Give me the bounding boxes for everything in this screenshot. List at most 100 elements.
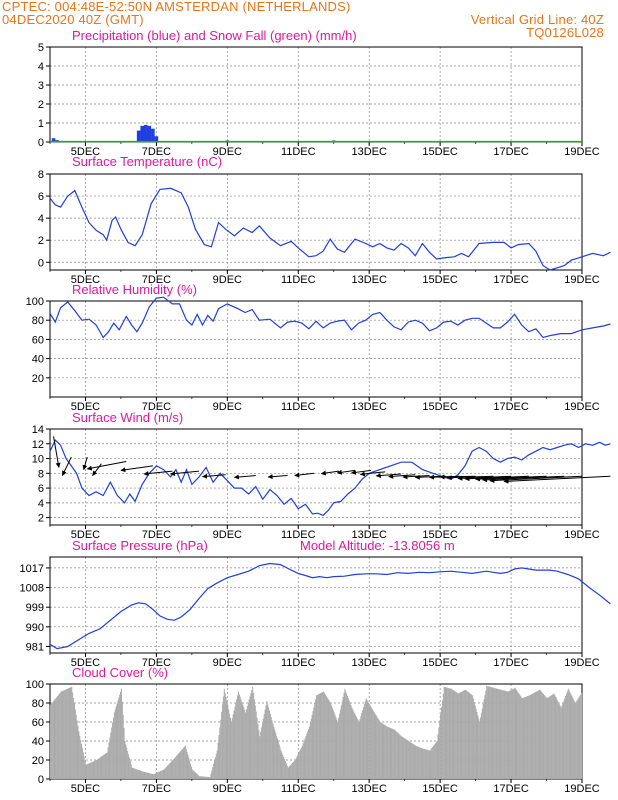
model-altitude: Model Altitude: -13.8056 m <box>300 538 455 553</box>
y-tick-label: 4 <box>38 61 44 73</box>
cloud-cover-bar <box>495 688 497 779</box>
cloud-cover-bar <box>407 740 409 779</box>
x-tick-label: 9DEC <box>213 783 242 795</box>
cloud-cover-bar <box>526 696 528 779</box>
cloud-cover-bar <box>203 776 205 779</box>
cloud-cover-bar <box>159 771 161 779</box>
cloud-cover-bar <box>367 701 369 779</box>
cloud-cover-bar <box>498 689 500 779</box>
cloud-cover-bar <box>519 694 521 779</box>
x-tick-label: 9DEC <box>213 401 242 413</box>
cloud-cover-bar <box>252 686 254 779</box>
cloud-cover-bar <box>476 712 478 779</box>
cloud-cover-bar <box>214 757 216 779</box>
cloud-cover-bar <box>323 691 325 779</box>
cloud-cover-bar <box>169 762 171 779</box>
precip-bar <box>154 136 159 142</box>
cloud-cover-bar <box>397 732 399 779</box>
cloud-cover-bar <box>339 713 341 779</box>
y-tick-label: 2 <box>38 99 44 111</box>
cloud-cover-bar <box>146 772 148 779</box>
cloud-cover-bar <box>481 708 483 779</box>
cloud-cover-bar <box>495 688 497 779</box>
cloud-cover-bar <box>557 700 559 779</box>
cloud-cover-bar <box>469 693 471 779</box>
wind-vector-arrow <box>86 461 127 471</box>
cloud-cover-bar <box>109 737 111 779</box>
cloud-cover-bar <box>478 718 480 779</box>
cloud-cover-bar <box>177 753 179 779</box>
cloud-cover-bar <box>249 696 251 779</box>
cloud-cover-bar <box>468 692 470 779</box>
x-tick-label: 11DEC <box>281 274 316 286</box>
cloud-cover-bar <box>491 687 493 779</box>
cloud-cover-bar <box>269 713 271 779</box>
cloud-cover-bar <box>53 700 55 779</box>
cloud-cover-bar <box>418 747 420 779</box>
cloud-cover-bar <box>428 750 430 779</box>
cloud-cover-bar <box>84 760 86 779</box>
plot-frame <box>49 428 583 526</box>
cloud-cover-bar <box>89 762 91 779</box>
x-tick-label: 5DEC <box>71 146 100 158</box>
y-tick-label: 12 <box>32 439 44 451</box>
cloud-cover-bar <box>568 690 570 779</box>
cloud-cover-bar <box>214 760 216 779</box>
cloud-cover-bar <box>339 709 341 779</box>
cloud-cover-bar <box>141 771 143 779</box>
cloud-cover-bar <box>555 697 557 779</box>
cloud-cover-bar <box>439 720 441 779</box>
cloud-cover-bar <box>136 769 138 779</box>
cloud-cover-bar <box>74 709 76 779</box>
cloud-cover-bar <box>99 757 101 779</box>
cloud-cover-bar <box>122 714 124 779</box>
cloud-cover-bar <box>354 713 356 779</box>
x-tick-label: 19DEC <box>564 783 600 795</box>
cloud-cover-bar <box>510 690 512 779</box>
x-tick-label: 13DEC <box>351 401 387 413</box>
cloud-cover-bar <box>496 688 498 779</box>
y-tick-label: 10 <box>32 454 44 466</box>
cloud-cover-bar <box>242 704 244 779</box>
cloud-cover-bar <box>326 697 328 779</box>
cloud-cover-bar <box>174 758 176 779</box>
cloud-cover-bar <box>52 701 54 779</box>
x-tick-label: 15DEC <box>422 146 458 158</box>
cloud-cover-bar <box>329 701 331 779</box>
cloud-cover-bar <box>404 738 406 779</box>
cloud-cover-bar <box>386 726 388 779</box>
cloud-cover-bar <box>551 694 553 779</box>
cloud-cover-bar <box>120 691 122 779</box>
cloud-cover-bar <box>239 696 241 779</box>
header-run-date: 04DEC2020 40Z (GMT) <box>2 12 144 27</box>
cloud-cover-bar <box>376 716 378 779</box>
cloud-cover-bar <box>204 776 206 779</box>
plot-frame <box>49 46 583 143</box>
y-tick-label: 80 <box>32 698 44 710</box>
cloud-cover-bar <box>111 727 113 779</box>
cloud-cover-bar <box>65 689 67 779</box>
series-line <box>49 439 611 517</box>
wind-vector-arrow <box>61 456 72 476</box>
x-tick-label: 11DEC <box>281 657 316 669</box>
cloud-cover-bar <box>316 695 317 779</box>
cloud-cover-bar <box>90 762 92 779</box>
cloud-cover-bar <box>359 719 361 779</box>
cloud-cover-bar <box>172 760 174 779</box>
cloud-cover-bar <box>542 693 544 779</box>
cloud-cover-bar <box>425 749 427 779</box>
cloud-cover-bar <box>129 760 131 779</box>
cloud-cover-bar <box>412 743 414 779</box>
y-tick-label: 0 <box>38 257 44 269</box>
cloud-cover-bar <box>188 757 190 779</box>
cloud-cover-bar <box>79 735 81 779</box>
cloud-cover-bar <box>176 755 178 779</box>
cloud-cover-bar <box>212 767 214 779</box>
cloud-cover-bar <box>123 727 125 779</box>
cloud-cover-bar <box>442 693 444 779</box>
cloud-cover-bar <box>150 773 152 779</box>
cloud-cover-bar <box>294 760 296 779</box>
cloud-cover-bar <box>153 773 155 779</box>
plot-frame <box>49 556 583 654</box>
cloud-cover-bar <box>348 700 350 779</box>
